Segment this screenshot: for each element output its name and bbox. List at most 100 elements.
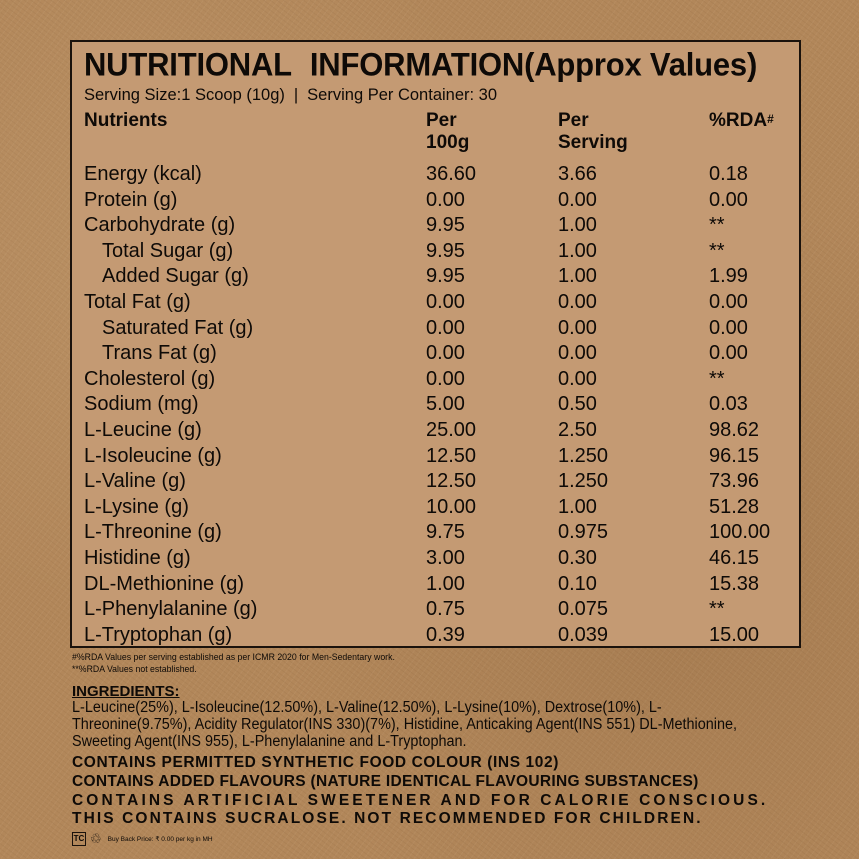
nutrient-rda: 51.28: [709, 495, 760, 518]
nutrient-rda: 0.18: [709, 163, 748, 185]
nutrient-per-serving: 0.039: [558, 623, 609, 646]
nutrient-row: Cholesterol (g) 0.00 0.00 **: [72, 367, 799, 393]
serving-separator: |: [293, 86, 299, 104]
warning-added-flavours: CONTAINS ADDED FLAVOURS (NATURE IDENTICA…: [72, 773, 699, 790]
nutrient-per-100g: 9.95: [426, 214, 465, 237]
footnotes: #%RDA Values per serving established as …: [72, 652, 395, 676]
nutrient-per-100g: 0.39: [426, 623, 465, 646]
nutrient-row: DL-Methionine (g) 1.00 0.10 15.38: [72, 572, 799, 598]
nutrient-row: Protein (g) 0.00 0.00 0.00: [72, 188, 799, 214]
nutrient-rda: 46.15: [709, 546, 760, 569]
nutrient-per-serving: 0.00: [558, 316, 597, 339]
header-rda: %RDA#: [709, 110, 774, 132]
nutrient-row: L-Lysine (g) 10.00 1.00 51.28: [72, 495, 799, 521]
nutrient-row: Energy (kcal) 36.60 3.66 0.18: [72, 162, 799, 188]
nutrient-rda: **: [709, 239, 725, 262]
nutrition-panel: NUTRITIONAL INFORMATION(Approx Values) Se…: [70, 40, 801, 648]
nutrient-name: L-Threonine (g): [84, 521, 222, 544]
nutrient-rda: **: [709, 598, 725, 621]
serving-size: Serving Size:1 Scoop (10g): [84, 86, 285, 104]
nutrient-per-100g: 1.00: [426, 572, 465, 595]
nutrient-per-serving: 1.00: [558, 265, 597, 288]
nutrient-row: L-Tryptophan (g) 0.39 0.039 15.00: [72, 623, 799, 649]
header-per-serving: Per Serving: [558, 110, 658, 154]
nutrient-per-serving: 0.975: [558, 521, 609, 544]
servings-per-container: Serving Per Container: 30: [307, 86, 498, 104]
footnote-rda-not-established: **%RDA Values not established.: [72, 664, 197, 675]
nutrient-per-serving: 0.075: [558, 598, 609, 621]
nutrient-rda: 0.00: [709, 290, 748, 313]
nutrient-name: Saturated Fat (g): [102, 316, 254, 339]
nutrient-per-100g: 9.75: [426, 521, 465, 544]
nutrient-rda: 73.96: [709, 470, 760, 493]
nutrient-row: L-Threonine (g) 9.75 0.975 100.00: [72, 520, 799, 546]
nutrient-per-serving: 1.250: [558, 470, 609, 493]
certification-logo-icon: TC: [72, 832, 86, 846]
nutrient-per-serving: 1.250: [558, 444, 609, 467]
nutrient-rda: 0.00: [709, 188, 748, 211]
nutrient-name: Cholesterol (g): [84, 367, 216, 390]
nutrient-per-100g: 25.00: [426, 418, 477, 441]
nutrient-row: Total Sugar (g) 9.95 1.00 **: [72, 239, 799, 265]
nutrient-per-serving: 0.00: [558, 188, 597, 211]
nutrient-per-serving: 3.66: [558, 163, 597, 185]
nutrient-row: Carbohydrate (g) 9.95 1.00 **: [72, 213, 799, 239]
ingredients-text: L-Leucine(25%), L-Isoleucine(12.50%), L-…: [72, 699, 738, 750]
nutrient-rda: **: [709, 367, 725, 390]
nutrient-row: L-Valine (g) 12.50 1.250 73.96: [72, 469, 799, 495]
nutrient-per-serving: 2.50: [558, 418, 597, 441]
bottom-strip: TC ♲ Buy Back Price: ₹ 0.00 per kg in MH: [72, 831, 213, 847]
header-per-serving-line1: Per: [558, 110, 589, 131]
nutrient-rda: 96.15: [709, 444, 760, 467]
nutrient-rda: 15.00: [709, 623, 760, 646]
nutrient-rda: 0.03: [709, 393, 748, 416]
nutrient-row: Saturated Fat (g) 0.00 0.00 0.00: [72, 316, 799, 342]
warning-sucralose: THIS CONTAINS SUCRALOSE. NOT RECOMMENDED…: [72, 810, 703, 827]
nutrient-per-100g: 36.60: [426, 163, 477, 185]
nutrient-row: L-Leucine (g) 25.00 2.50 98.62: [72, 418, 799, 444]
nutrient-name: Total Fat (g): [84, 290, 191, 313]
nutrient-per-serving: 1.00: [558, 214, 597, 237]
header-rda-mark: #: [767, 112, 774, 126]
nutrient-per-serving: 0.00: [558, 290, 597, 313]
nutrient-per-100g: 0.00: [426, 342, 465, 365]
nutrient-rda: **: [709, 214, 725, 237]
footnote-rda-basis: #%RDA Values per serving established as …: [72, 652, 395, 663]
nutrient-per-serving: 0.00: [558, 367, 597, 390]
nutrient-per-serving: 0.50: [558, 393, 597, 416]
nutrient-per-serving: 0.10: [558, 572, 597, 595]
nutrient-per-100g: 3.00: [426, 546, 465, 569]
nutrient-rda: 1.99: [709, 265, 748, 288]
warning-artificial-sweetener: CONTAINS ARTIFICIAL SWEETENER AND FOR CA…: [72, 792, 769, 809]
nutrient-name: Histidine (g): [84, 546, 191, 569]
title-part-2: INFORMATION(Approx Values): [309, 46, 758, 84]
header-rda-label: %RDA: [709, 110, 768, 131]
nutrient-row: Sodium (mg) 5.00 0.50 0.03: [72, 392, 799, 418]
nutrient-name: Trans Fat (g): [102, 342, 217, 365]
nutrient-name: Sodium (mg): [84, 393, 199, 416]
header-per-100g-line2: 100g: [426, 132, 470, 153]
nutrient-per-serving: 1.00: [558, 495, 597, 518]
serving-info: Serving Size:1 Scoop (10g) | Serving Per C…: [84, 86, 497, 105]
panel-title: NUTRITIONAL INFORMATION(Approx Values): [84, 46, 757, 84]
nutrient-rda: 15.38: [709, 572, 760, 595]
nutrient-rda: 0.00: [709, 342, 748, 365]
nutrient-per-100g: 5.00: [426, 393, 465, 416]
nutrient-row: L-Isoleucine (g) 12.50 1.250 96.15: [72, 444, 799, 470]
nutrient-row: Total Fat (g) 0.00 0.00 0.00: [72, 290, 799, 316]
nutrient-name: L-Tryptophan (g): [84, 623, 233, 646]
nutrient-name: L-Lysine (g): [84, 495, 189, 518]
header-nutrients: Nutrients: [84, 110, 168, 131]
nutrient-per-100g: 0.00: [426, 316, 465, 339]
buyback-price: Buy Back Price: ₹ 0.00 per kg in MH: [107, 836, 213, 843]
nutrient-row: Histidine (g) 3.00 0.30 46.15: [72, 546, 799, 572]
nutrient-rda: 98.62: [709, 418, 760, 441]
nutrient-row: Added Sugar (g) 9.95 1.00 1.99: [72, 264, 799, 290]
header-per-100g: Per 100g: [426, 110, 516, 154]
nutrient-per-100g: 12.50: [426, 444, 477, 467]
title-part-1: NUTRITIONAL: [84, 46, 292, 84]
nutrient-name: Carbohydrate (g): [84, 214, 236, 237]
nutrient-per-serving: 0.30: [558, 546, 597, 569]
nutrient-name: L-Valine (g): [84, 470, 186, 493]
nutrient-per-100g: 12.50: [426, 470, 477, 493]
